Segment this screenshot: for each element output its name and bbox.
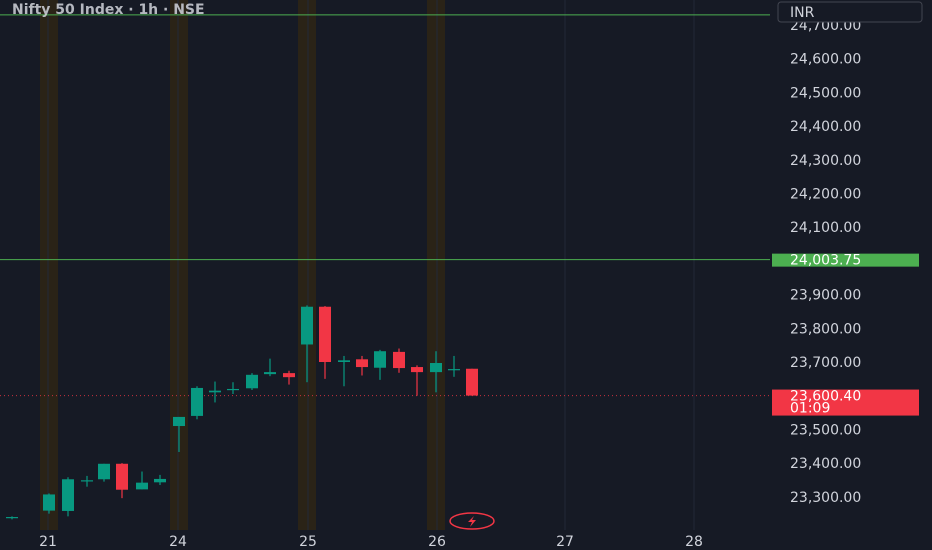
price-tick-label: 23,400.00 <box>790 456 861 472</box>
candle[interactable] <box>301 305 313 383</box>
candle[interactable] <box>374 349 386 380</box>
session-band <box>40 0 58 530</box>
candle[interactable] <box>338 355 350 387</box>
candle-body <box>116 463 128 490</box>
candle[interactable] <box>191 386 203 420</box>
candle-body <box>466 368 478 396</box>
candle[interactable] <box>448 355 460 377</box>
candle[interactable] <box>411 365 423 396</box>
candle-body <box>356 359 368 368</box>
candle[interactable] <box>154 474 166 486</box>
candle-body <box>6 517 18 519</box>
candle-body <box>264 372 276 375</box>
time-tick-label: 24 <box>169 534 187 550</box>
time-tick-label: 27 <box>556 534 574 550</box>
time-tick-label: 21 <box>39 534 57 550</box>
candle[interactable] <box>136 471 148 490</box>
candle-body <box>43 494 55 511</box>
candles[interactable] <box>6 305 478 520</box>
price-tick-label: 24,400.00 <box>790 119 861 135</box>
candle[interactable] <box>43 493 55 514</box>
time-axis[interactable]: 21 24 25 26 27 28 <box>39 534 703 550</box>
candle[interactable] <box>393 348 405 373</box>
candle[interactable] <box>173 416 185 452</box>
session-bands <box>40 0 445 530</box>
candle[interactable] <box>246 373 258 390</box>
candle[interactable] <box>264 358 276 377</box>
price-tick-label: 23,700.00 <box>790 355 861 371</box>
candle-body <box>62 479 74 511</box>
last-price-tag[interactable] <box>772 389 919 416</box>
currency-label[interactable]: INR <box>790 5 815 21</box>
lightning-icon[interactable] <box>449 512 495 530</box>
candle[interactable] <box>62 477 74 517</box>
candle-body <box>227 388 239 391</box>
candle-body <box>136 482 148 490</box>
candle-body <box>154 478 166 483</box>
price-tick-label: 23,900.00 <box>790 288 861 304</box>
price-axis[interactable]: 24,700.0024,600.0024,500.0024,400.0024,3… <box>772 18 919 506</box>
price-tick-label: 23,500.00 <box>790 422 861 438</box>
candle[interactable] <box>227 382 239 395</box>
price-tick-label: 24,200.00 <box>790 187 861 203</box>
candle-body <box>338 360 350 362</box>
candle-body <box>191 387 203 416</box>
candle-body <box>430 363 442 373</box>
countdown-label: 01:09 <box>790 401 830 417</box>
session-band <box>298 0 316 530</box>
candle[interactable] <box>430 351 442 393</box>
session-band <box>170 0 188 530</box>
candle-body <box>283 373 295 378</box>
candle[interactable] <box>283 370 295 385</box>
chart-title: Nifty 50 Index · 1h · NSE <box>12 2 205 18</box>
session-band <box>427 0 445 530</box>
candle-body <box>319 306 331 362</box>
candle[interactable] <box>116 463 128 499</box>
candle-body <box>411 367 423 373</box>
last-price-label: 23,600.40 <box>790 389 861 405</box>
candle-body <box>81 480 93 482</box>
candle[interactable] <box>98 463 110 482</box>
time-tick-label: 26 <box>428 534 446 550</box>
candle-body <box>98 463 110 480</box>
candle[interactable] <box>209 381 221 403</box>
grid-lines <box>47 0 695 530</box>
price-tick-label: 24,300.00 <box>790 153 861 169</box>
price-tick-label: 24,600.00 <box>790 52 861 68</box>
candle[interactable] <box>81 475 93 487</box>
candle-body <box>393 351 405 369</box>
candle-body <box>173 416 185 427</box>
price-tick-label: 23,800.00 <box>790 321 861 337</box>
level-price-label: 24,003.75 <box>790 253 861 269</box>
candle[interactable] <box>6 516 18 520</box>
candle[interactable] <box>466 368 478 396</box>
candle-body <box>209 390 221 393</box>
price-tick-label: 24,500.00 <box>790 85 861 101</box>
candle[interactable] <box>319 306 331 379</box>
candle-body <box>448 369 460 371</box>
candle-body <box>246 374 258 389</box>
price-tick-label: 23,300.00 <box>790 490 861 506</box>
level-price-tag[interactable] <box>772 253 919 267</box>
candle-body <box>301 306 313 345</box>
candle[interactable] <box>356 355 368 376</box>
candle-body <box>374 351 386 368</box>
time-tick-label: 25 <box>299 534 317 550</box>
horizontal-lines[interactable] <box>0 14 770 397</box>
currency-box[interactable] <box>777 1 923 23</box>
time-tick-label: 28 <box>685 534 703 550</box>
price-tick-label: 24,100.00 <box>790 220 861 236</box>
